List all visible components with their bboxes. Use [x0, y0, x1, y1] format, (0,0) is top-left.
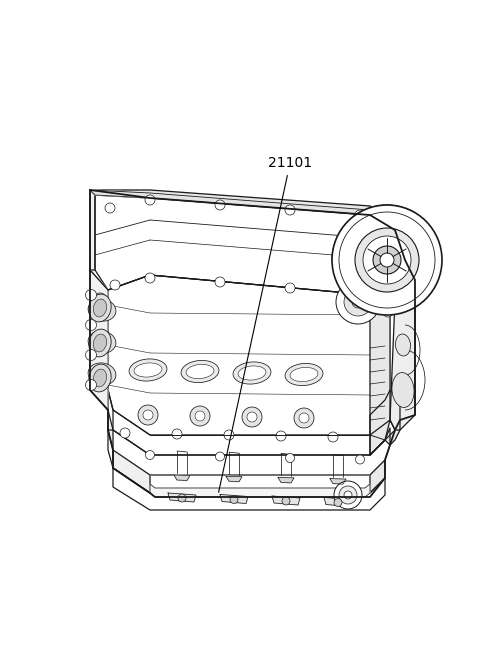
Circle shape [85, 289, 96, 300]
Circle shape [110, 280, 120, 290]
Polygon shape [108, 428, 390, 475]
Circle shape [332, 205, 442, 315]
Circle shape [339, 212, 435, 308]
Circle shape [145, 195, 155, 205]
Ellipse shape [396, 334, 410, 356]
Polygon shape [370, 390, 400, 455]
Circle shape [85, 350, 96, 361]
Circle shape [230, 495, 238, 504]
Circle shape [286, 453, 295, 462]
Ellipse shape [94, 334, 107, 352]
Circle shape [328, 432, 338, 442]
Circle shape [356, 455, 364, 464]
Circle shape [93, 293, 107, 307]
Polygon shape [113, 468, 385, 510]
Circle shape [383, 307, 393, 317]
Ellipse shape [89, 364, 111, 392]
Circle shape [355, 228, 419, 292]
Polygon shape [174, 475, 190, 480]
Circle shape [294, 408, 314, 428]
Polygon shape [113, 450, 150, 493]
Circle shape [242, 407, 262, 427]
Circle shape [344, 288, 372, 316]
Circle shape [145, 451, 155, 459]
Polygon shape [108, 275, 390, 435]
Ellipse shape [285, 363, 323, 386]
Polygon shape [168, 493, 196, 502]
Circle shape [334, 499, 342, 506]
Circle shape [215, 200, 225, 210]
Polygon shape [108, 390, 113, 450]
Circle shape [285, 283, 295, 293]
Ellipse shape [88, 363, 116, 385]
Circle shape [336, 280, 380, 324]
Circle shape [93, 333, 107, 347]
Polygon shape [272, 496, 300, 505]
Polygon shape [370, 460, 385, 493]
Circle shape [195, 411, 205, 421]
Circle shape [172, 429, 182, 439]
Ellipse shape [181, 360, 219, 382]
Circle shape [380, 253, 394, 267]
Circle shape [85, 380, 96, 390]
Circle shape [385, 227, 395, 237]
Circle shape [138, 405, 158, 425]
Ellipse shape [89, 294, 111, 322]
Polygon shape [370, 215, 415, 430]
Ellipse shape [186, 365, 214, 379]
Polygon shape [95, 190, 395, 230]
Circle shape [355, 210, 365, 220]
Circle shape [105, 203, 115, 213]
Polygon shape [220, 495, 248, 504]
Ellipse shape [233, 362, 271, 384]
Circle shape [339, 486, 357, 504]
Polygon shape [226, 476, 242, 482]
Circle shape [190, 406, 210, 426]
Polygon shape [90, 270, 108, 410]
Polygon shape [90, 190, 395, 230]
Polygon shape [324, 497, 352, 506]
Ellipse shape [88, 331, 116, 353]
Polygon shape [90, 190, 95, 270]
Circle shape [247, 412, 257, 422]
Circle shape [224, 430, 234, 440]
Polygon shape [95, 195, 395, 310]
Circle shape [355, 290, 365, 300]
Circle shape [352, 296, 364, 308]
Ellipse shape [94, 369, 107, 387]
Polygon shape [150, 484, 370, 497]
Circle shape [93, 373, 107, 387]
Circle shape [276, 431, 286, 441]
Circle shape [143, 410, 153, 420]
Circle shape [363, 236, 411, 284]
Circle shape [282, 497, 290, 505]
Ellipse shape [392, 373, 414, 407]
Circle shape [216, 452, 225, 461]
Circle shape [373, 246, 401, 274]
Circle shape [285, 205, 295, 215]
Polygon shape [370, 295, 390, 455]
Ellipse shape [290, 367, 318, 382]
Circle shape [215, 277, 225, 287]
Circle shape [145, 273, 155, 283]
Circle shape [299, 413, 309, 423]
Ellipse shape [134, 363, 162, 377]
Polygon shape [90, 270, 108, 410]
Ellipse shape [238, 366, 266, 380]
Ellipse shape [88, 299, 116, 321]
Polygon shape [330, 479, 346, 484]
Circle shape [344, 491, 352, 499]
Ellipse shape [129, 359, 167, 381]
Polygon shape [278, 478, 294, 483]
Polygon shape [108, 390, 395, 455]
Circle shape [334, 481, 362, 509]
Circle shape [178, 494, 186, 502]
Ellipse shape [89, 329, 111, 357]
Ellipse shape [94, 299, 107, 317]
Text: 21101: 21101 [218, 156, 312, 492]
Circle shape [85, 319, 96, 331]
Circle shape [120, 428, 130, 438]
